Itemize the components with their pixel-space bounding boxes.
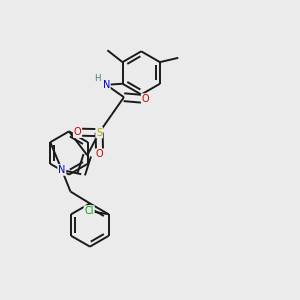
Text: H: H (94, 74, 100, 83)
Text: N: N (103, 80, 110, 90)
Text: O: O (74, 127, 81, 137)
Text: O: O (96, 149, 104, 159)
Text: Cl: Cl (84, 206, 94, 216)
Text: O: O (142, 94, 149, 104)
Text: S: S (96, 128, 102, 138)
Text: N: N (58, 165, 65, 175)
